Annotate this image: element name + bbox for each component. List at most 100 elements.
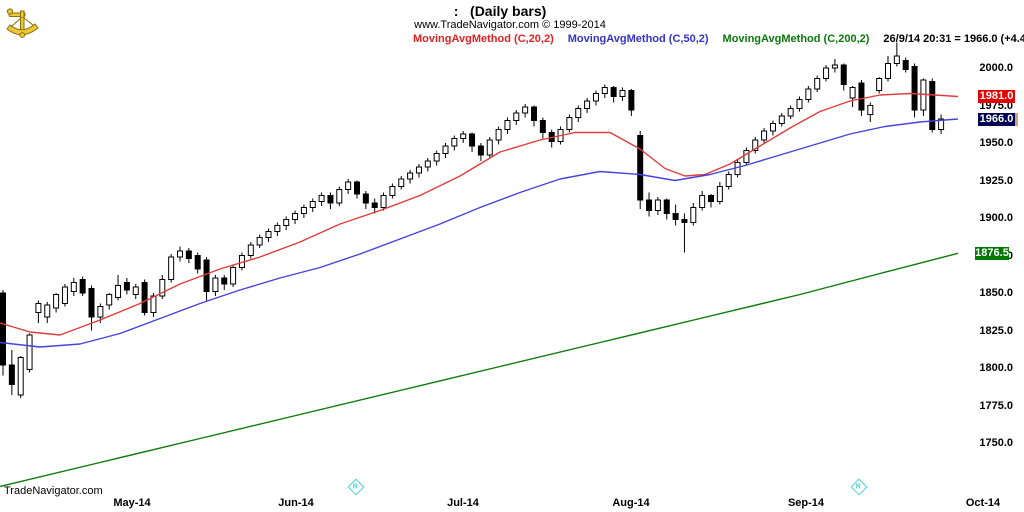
up-candle: [159, 279, 166, 297]
down-candle: [0, 292, 6, 366]
chart-subtitle: www.TradeNavigator.com © 1999-2014: [414, 19, 606, 31]
chart-legend: MovingAvgMethod (C,20,2) MovingAvgMethod…: [413, 33, 1024, 45]
up-candle: [566, 117, 573, 130]
down-candle: [902, 60, 909, 70]
down-candle: [858, 82, 865, 111]
legend-ma50-label[interactable]: MovingAvgMethod (C,50,2): [567, 33, 709, 45]
down-candle: [8, 364, 15, 385]
up-candle: [150, 295, 157, 313]
up-candle: [17, 357, 24, 396]
up-candle: [265, 231, 272, 238]
up-candle: [849, 87, 856, 99]
month-label[interactable]: Aug-14: [612, 497, 650, 509]
up-candle: [752, 139, 759, 151]
up-candle: [177, 250, 183, 258]
last-quote-text: 26/9/14 20:31 = 1966.0 (+4.4): [883, 33, 1024, 45]
up-candle: [380, 195, 387, 208]
up-candle: [876, 78, 883, 91]
down-candle: [221, 277, 228, 285]
down-candle: [123, 282, 130, 291]
up-candle: [814, 78, 821, 90]
candlestick-series: [0, 42, 945, 398]
down-candle: [371, 202, 378, 208]
up-candle: [115, 285, 122, 298]
up-candle: [97, 306, 104, 318]
up-candle: [415, 166, 422, 174]
down-candle: [354, 181, 360, 195]
down-candle: [185, 250, 192, 259]
up-candle: [769, 123, 776, 132]
up-candle: [867, 105, 874, 115]
up-candle: [619, 90, 626, 97]
month-label[interactable]: Sep-14: [787, 497, 825, 509]
chart-title: : (Daily bars): [453, 3, 547, 19]
price-tick-label: 1850.0: [979, 287, 1013, 299]
down-candle: [929, 81, 936, 130]
up-candle: [424, 160, 431, 168]
up-candle: [442, 145, 449, 154]
price-tick-label: 1800.0: [979, 362, 1013, 374]
down-candle: [141, 282, 148, 313]
up-candle: [601, 87, 608, 94]
legend-ma20-label[interactable]: MovingAvgMethod (C,20,2): [413, 33, 554, 45]
up-candle: [70, 282, 77, 292]
month-label[interactable]: Jun-14: [278, 497, 314, 509]
up-candle: [274, 225, 281, 232]
up-candle: [168, 256, 175, 280]
up-candle: [53, 294, 60, 309]
down-candle: [88, 288, 95, 318]
down-candle: [708, 195, 714, 202]
ma200-line: [0, 252, 959, 488]
up-candle: [132, 286, 139, 295]
ma50-line: [0, 118, 959, 348]
down-candle: [79, 279, 86, 294]
down-candle: [469, 133, 476, 147]
watermark-text: TradeNavigator.com: [4, 485, 103, 497]
trade-navigator-logo-icon: [6, 8, 39, 38]
up-candle: [398, 178, 405, 187]
down-candle: [840, 64, 847, 85]
last-price-badge: 1966.0: [978, 112, 1018, 126]
price-tick-label: 1950.0: [979, 137, 1013, 149]
up-candle: [495, 129, 502, 141]
up-candle: [292, 213, 299, 220]
down-candle: [539, 120, 546, 133]
up-candle: [345, 181, 352, 190]
up-candle: [592, 93, 599, 102]
down-candle: [362, 193, 369, 204]
up-candle: [504, 120, 511, 130]
up-candle: [336, 189, 343, 204]
up-candle: [787, 108, 794, 117]
price-tick-label: 1750.0: [979, 437, 1013, 449]
up-candle: [743, 150, 750, 163]
month-label[interactable]: May-14: [113, 497, 151, 509]
up-candle: [300, 207, 307, 214]
up-candle: [513, 112, 520, 121]
up-candle: [575, 108, 582, 118]
down-candle: [531, 106, 537, 121]
month-label[interactable]: Oct-14: [965, 497, 1001, 509]
price-tick-label: 1925.0: [979, 174, 1013, 187]
moving-average-lines: [0, 92, 959, 488]
up-candle: [283, 219, 290, 226]
month-label[interactable]: Jul-14: [447, 497, 479, 509]
ma20-value-badge: 1981.0: [978, 90, 1015, 103]
down-candle: [911, 66, 918, 111]
up-candle: [725, 174, 732, 187]
up-candle: [451, 138, 458, 147]
ma200-value-badge: 1876.5: [975, 246, 1009, 260]
down-candle: [203, 259, 210, 292]
price-tick-label: 1775.0: [979, 399, 1013, 412]
up-candle: [44, 304, 51, 318]
up-candle: [893, 55, 900, 64]
down-candle: [663, 199, 670, 214]
down-candle: [194, 255, 201, 270]
price-tick-label: 2000.0: [979, 62, 1013, 74]
legend-ma200-label[interactable]: MovingAvgMethod (C,200,2): [722, 33, 870, 45]
up-candle: [309, 201, 316, 208]
up-candle: [26, 334, 33, 370]
down-candle: [477, 145, 484, 156]
up-candle: [522, 106, 529, 114]
up-candle: [256, 237, 263, 246]
